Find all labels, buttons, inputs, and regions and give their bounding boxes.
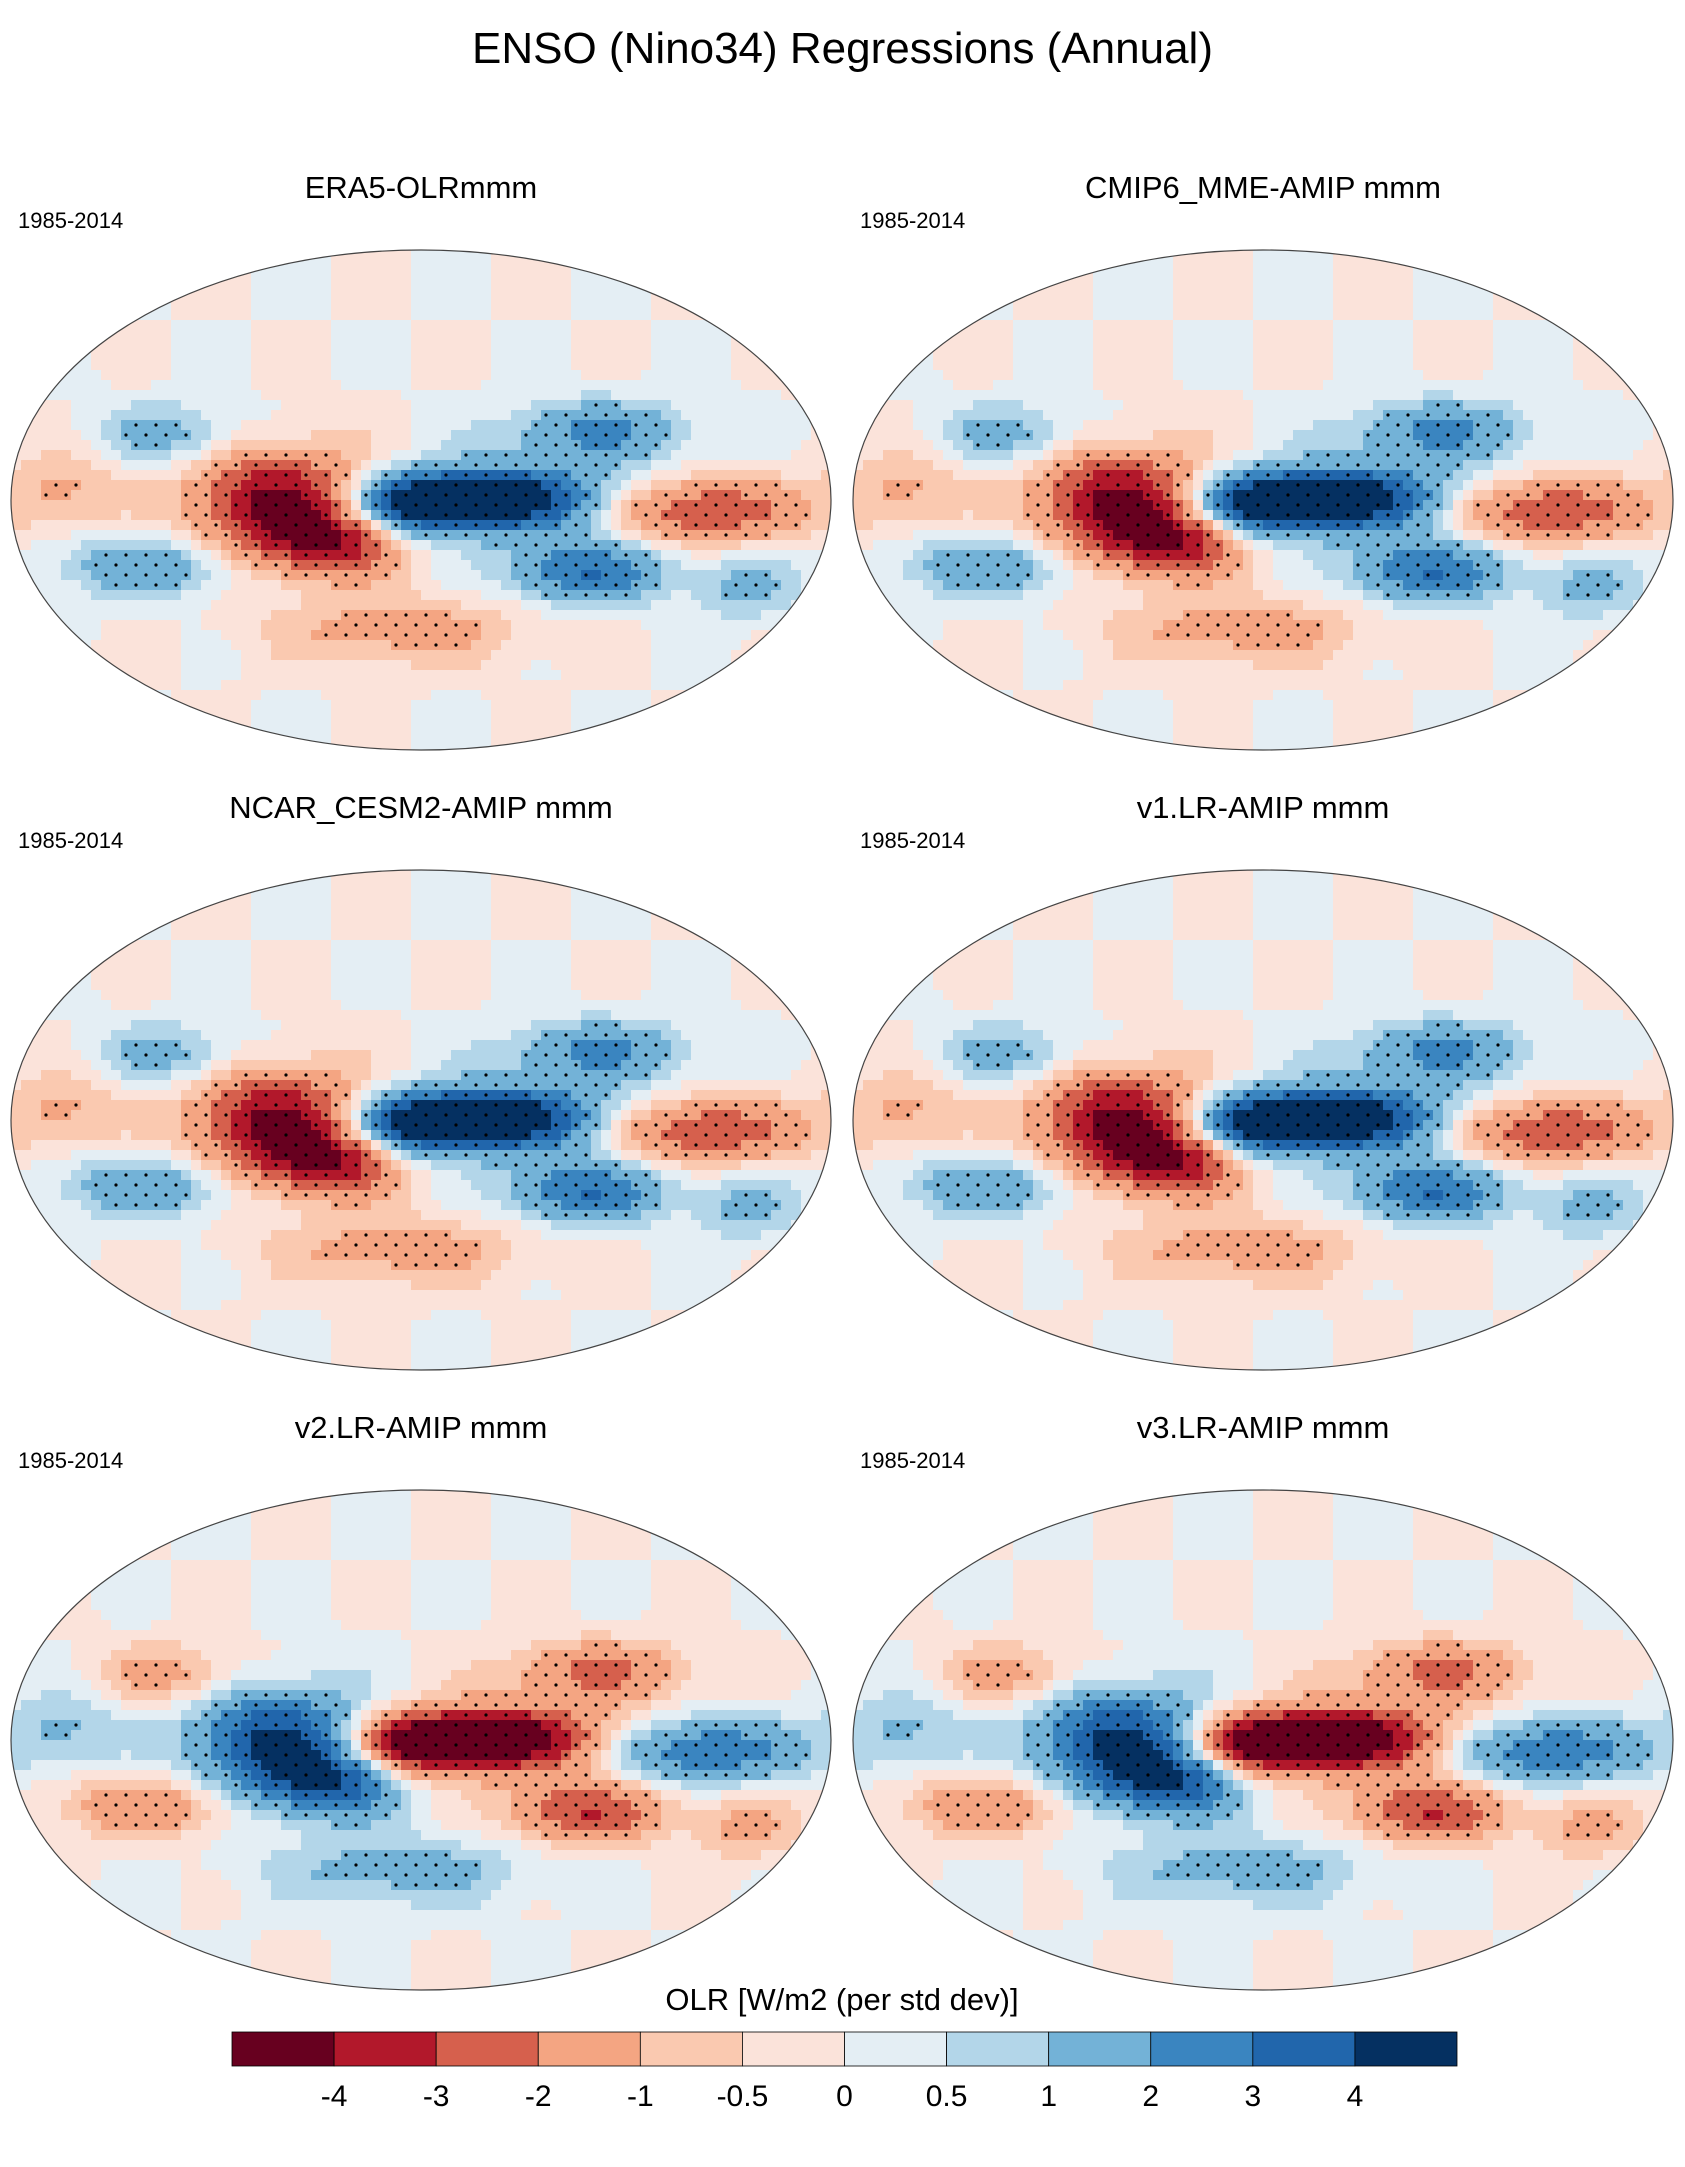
panel-title: NCAR_CESM2-AMIP mmm [0, 790, 842, 826]
colorbar-tick-label: -4 [321, 2080, 348, 2113]
panel-title: ERA5-OLRmmm [0, 170, 842, 206]
colorbar-swatch [1150, 2031, 1254, 2067]
colorbar-tick-label: 0 [836, 2080, 853, 2113]
colorbar-tick-label: 2 [1142, 2080, 1159, 2113]
panel-title: v3.LR-AMIP mmm [842, 1410, 1684, 1446]
map-panel: NCAR_CESM2-AMIP mmm 1985-2014 [0, 790, 842, 1410]
colorbar-label: OLR [W/m2 (per std dev)] [665, 1982, 1018, 2017]
colorbar-tick-label: 1 [1040, 2080, 1057, 2113]
colorbar-tick-label: -0.5 [717, 2080, 769, 2113]
colorbar-swatch [537, 2031, 641, 2067]
colorbar-swatch [231, 2031, 335, 2067]
panel-period: 1985-2014 [18, 208, 123, 234]
panel-period: 1985-2014 [18, 828, 123, 854]
colorbar-tick-label: -1 [627, 2080, 654, 2113]
colorbar-swatch [435, 2031, 539, 2067]
map-panel: v1.LR-AMIP mmm 1985-2014 [842, 790, 1684, 1410]
colorbar-swatch [844, 2031, 947, 2067]
colorbar-tick-label: -3 [423, 2080, 450, 2113]
panel-title: CMIP6_MME-AMIP mmm [842, 170, 1684, 206]
figure-title: ENSO (Nino34) Regressions (Annual) [0, 24, 1685, 74]
map-plot [10, 249, 832, 751]
map-panel: v3.LR-AMIP mmm 1985-2014 [842, 1410, 1684, 2030]
colorbar-tick-label: -2 [525, 2080, 552, 2113]
panel-title: v1.LR-AMIP mmm [842, 790, 1684, 826]
colorbar-tick-label: 0.5 [926, 2080, 968, 2113]
map-panel: v2.LR-AMIP mmm 1985-2014 [0, 1410, 842, 2030]
panel-period: 1985-2014 [18, 1448, 123, 1474]
panel-period: 1985-2014 [860, 828, 965, 854]
map-plot [852, 249, 1674, 751]
colorbar-tick-label: 4 [1347, 2080, 1364, 2113]
panel-period: 1985-2014 [860, 208, 965, 234]
map-plot [852, 869, 1674, 1371]
map-plot [10, 869, 832, 1371]
colorbar-swatch [1354, 2031, 1458, 2067]
colorbar-swatch [639, 2031, 743, 2067]
colorbar-swatch [333, 2031, 437, 2067]
colorbar-swatch [946, 2031, 1050, 2067]
map-plot [852, 1489, 1674, 1991]
panel-period: 1985-2014 [860, 1448, 965, 1474]
map-plot [10, 1489, 832, 1991]
colorbar-swatch [1252, 2031, 1356, 2067]
map-panel: ERA5-OLRmmm 1985-2014 [0, 170, 842, 790]
panel-title: v2.LR-AMIP mmm [0, 1410, 842, 1446]
colorbar-tick-label: 3 [1244, 2080, 1261, 2113]
map-panel: CMIP6_MME-AMIP mmm 1985-2014 [842, 170, 1684, 790]
colorbar-swatch [742, 2031, 845, 2067]
colorbar-swatch [1048, 2031, 1152, 2067]
